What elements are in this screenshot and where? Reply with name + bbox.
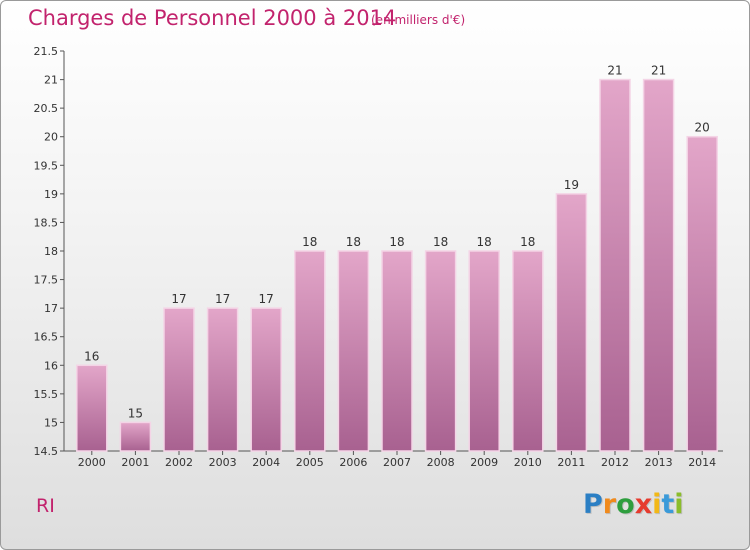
logo-letter: i: [674, 489, 684, 520]
logo-letter: r: [602, 489, 617, 520]
logo-letter: o: [616, 489, 635, 520]
y-tick-label: 20.5: [34, 102, 59, 115]
x-tick-label: 2012: [601, 456, 629, 469]
data-label: 18: [520, 235, 535, 249]
bar: [76, 364, 108, 452]
location-label: RI: [36, 495, 55, 517]
data-label: 18: [433, 235, 448, 249]
x-tick-label: 2000: [78, 456, 106, 469]
x-tick-label: 2007: [383, 456, 411, 469]
x-tick-label: 2004: [252, 456, 280, 469]
logo-letter: x: [634, 489, 653, 520]
x-tick-label: 2005: [296, 456, 324, 469]
data-label: 17: [259, 292, 274, 306]
y-tick-label: 21.5: [34, 45, 59, 58]
bar: [424, 250, 457, 452]
bar: [512, 250, 544, 452]
x-tick-label: 2002: [165, 456, 193, 469]
y-tick-label: 17: [44, 302, 58, 315]
data-label: 17: [215, 292, 230, 306]
chart-title: Charges de Personnel 2000 à 2014: [28, 6, 397, 30]
data-label: 21: [607, 64, 622, 78]
y-tick-label: 18.5: [34, 216, 59, 229]
y-tick-label: 20: [44, 131, 58, 144]
data-label: 17: [171, 292, 186, 306]
bar: [294, 250, 326, 452]
x-tick-label: 2008: [427, 456, 455, 469]
logo-letter: t: [661, 489, 675, 520]
logo-letter: P: [583, 489, 603, 520]
y-tick-label: 15.5: [34, 388, 59, 401]
x-tick-label: 2009: [470, 456, 498, 469]
y-tick-label: 19.5: [34, 159, 59, 172]
bar: [163, 307, 195, 452]
bar: [337, 250, 370, 452]
data-label: 20: [695, 121, 710, 135]
y-tick-label: 15: [44, 416, 58, 429]
bar: [119, 421, 152, 452]
y-tick-label: 18: [44, 245, 58, 258]
data-label: 15: [128, 406, 143, 420]
bar: [381, 250, 413, 452]
y-tick-label: 19: [44, 188, 58, 201]
chart-subtitle: (en milliers d'€): [371, 13, 466, 27]
y-tick-label: 17.5: [34, 274, 59, 287]
data-label: 18: [302, 235, 317, 249]
bar: [599, 78, 631, 452]
x-tick-label: 2013: [645, 456, 673, 469]
y-tick-label: 14.5: [34, 445, 59, 458]
data-label: 16: [84, 349, 99, 363]
data-label: 18: [477, 235, 492, 249]
x-tick-label: 2006: [339, 456, 367, 469]
x-tick-label: 2014: [688, 456, 716, 469]
y-tick-label: 21: [44, 74, 58, 87]
data-label: 18: [389, 235, 404, 249]
data-label: 19: [564, 178, 579, 192]
proxiti-logo: Proxiti: [583, 489, 684, 520]
data-label: 21: [651, 64, 666, 78]
bar: [686, 135, 718, 452]
x-tick-label: 2003: [209, 456, 237, 469]
bar: [555, 193, 588, 452]
y-tick-label: 16: [44, 359, 58, 372]
bar: [206, 307, 239, 452]
bar: [468, 250, 500, 452]
data-label: 18: [346, 235, 361, 249]
x-tick-label: 2010: [514, 456, 542, 469]
bar: [250, 307, 282, 452]
x-tick-label: 2001: [121, 456, 149, 469]
y-tick-label: 16.5: [34, 331, 59, 344]
bar: [642, 78, 675, 452]
logo-letter: i: [652, 489, 662, 520]
x-tick-label: 2011: [557, 456, 585, 469]
